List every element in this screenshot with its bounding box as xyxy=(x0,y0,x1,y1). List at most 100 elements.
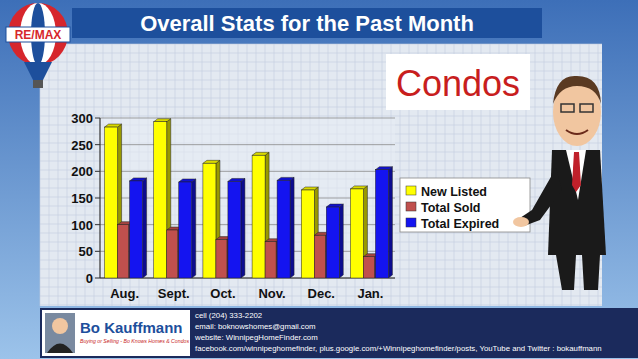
photo-face xyxy=(52,318,68,334)
logo-band xyxy=(6,27,70,42)
hair xyxy=(553,76,601,104)
x-tick-label: Jan. xyxy=(357,286,383,301)
balloon xyxy=(8,3,68,65)
bar-side xyxy=(143,178,147,278)
y-tick-label: 200 xyxy=(71,164,93,179)
chart-title: Condos xyxy=(396,63,520,104)
tick-mark xyxy=(95,118,100,119)
balloon-neck xyxy=(24,62,52,80)
x-tick-label: Nov. xyxy=(258,286,285,301)
paper-line xyxy=(40,305,602,306)
bar-top xyxy=(326,204,343,207)
tick-mark xyxy=(95,224,100,225)
bar-top xyxy=(179,179,196,182)
legs xyxy=(556,255,600,290)
bar xyxy=(105,127,118,278)
grid-line xyxy=(100,118,395,119)
paper-line xyxy=(49,44,50,306)
plot-area xyxy=(100,118,395,278)
header-banner xyxy=(72,8,542,38)
tick-mark xyxy=(95,144,100,145)
y-tick-label: 0 xyxy=(86,271,93,286)
paper-line xyxy=(40,53,602,54)
bar-side xyxy=(388,167,392,278)
bar-side xyxy=(192,179,196,278)
bar-side xyxy=(241,178,245,278)
footer-logo-box xyxy=(42,310,190,356)
bar-top xyxy=(375,167,392,170)
grid-line xyxy=(100,171,395,172)
tick-mark xyxy=(95,251,100,252)
glasses xyxy=(580,104,593,112)
legend-swatch xyxy=(406,218,416,227)
bars xyxy=(105,119,393,278)
bar xyxy=(130,181,143,278)
title-box xyxy=(386,54,530,110)
bar-top xyxy=(252,152,269,155)
bar xyxy=(167,230,178,278)
bar xyxy=(179,182,192,278)
photo xyxy=(45,313,75,353)
header-title: Overall Stats for the Past Month xyxy=(140,11,474,36)
bar-side xyxy=(339,204,343,278)
paper-line xyxy=(94,44,95,306)
bar xyxy=(118,225,129,278)
footer-line: cell (204) 333-2202 xyxy=(195,311,262,320)
bar xyxy=(252,155,265,278)
bar xyxy=(277,180,290,278)
page: Overall Stats for the Past Month RE/MAX Co… xyxy=(0,0,638,359)
footer-tagline: Buying or Selling - Bo Knows Homes & Con… xyxy=(80,338,189,344)
x-tick-label: Dec. xyxy=(308,286,335,301)
tick-mark xyxy=(95,171,100,172)
legend-box xyxy=(400,178,530,232)
footer-line: facebook.com/winnipeghomefinder, plus.go… xyxy=(195,344,602,353)
y-tick-label: 150 xyxy=(71,191,93,206)
arm xyxy=(520,168,562,226)
footer-name: Bo Kauffmann xyxy=(80,319,183,336)
smile xyxy=(566,130,588,134)
logo-text: RE/MAX xyxy=(15,28,62,42)
x-tick-label: Aug. xyxy=(110,286,139,301)
bar xyxy=(154,122,167,278)
y-tick-label: 50 xyxy=(79,244,93,259)
x-tick-label: Oct. xyxy=(210,286,235,301)
paper-line xyxy=(67,44,68,306)
footer-bar xyxy=(40,308,638,358)
panel xyxy=(40,44,602,306)
legend-label: Total Expired xyxy=(421,217,499,231)
basket xyxy=(33,80,43,88)
shirt xyxy=(566,150,586,200)
tick-mark xyxy=(95,278,100,279)
bar-top xyxy=(203,160,220,163)
bar-top xyxy=(228,178,245,181)
paper-line xyxy=(40,44,602,45)
bar xyxy=(363,257,374,278)
bar-top xyxy=(105,124,122,127)
photo-body xyxy=(47,344,73,354)
tie xyxy=(572,152,581,192)
paper-line xyxy=(40,116,602,117)
footer-line: website: WinnipegHomeFinder.com xyxy=(194,333,318,342)
tick-mark xyxy=(95,198,100,199)
bar xyxy=(228,181,241,278)
logo: RE/MAX xyxy=(6,3,70,88)
grid-line xyxy=(100,144,395,145)
bar xyxy=(301,190,314,278)
background xyxy=(0,0,638,359)
bar-top xyxy=(350,186,367,189)
y-tick-label: 100 xyxy=(71,218,93,233)
bar xyxy=(326,207,339,278)
legend-swatch xyxy=(406,202,416,211)
paper-line xyxy=(58,44,59,306)
paper-grid xyxy=(40,44,602,306)
bar-top xyxy=(301,187,318,190)
glasses xyxy=(561,104,574,112)
bar xyxy=(265,242,276,278)
hand xyxy=(513,217,529,227)
bar xyxy=(375,170,388,278)
paper-line xyxy=(535,44,536,306)
bar xyxy=(216,240,227,278)
x-tick-label: Sept. xyxy=(158,286,190,301)
legend-label: New Listed xyxy=(421,185,487,199)
bar xyxy=(350,189,363,278)
